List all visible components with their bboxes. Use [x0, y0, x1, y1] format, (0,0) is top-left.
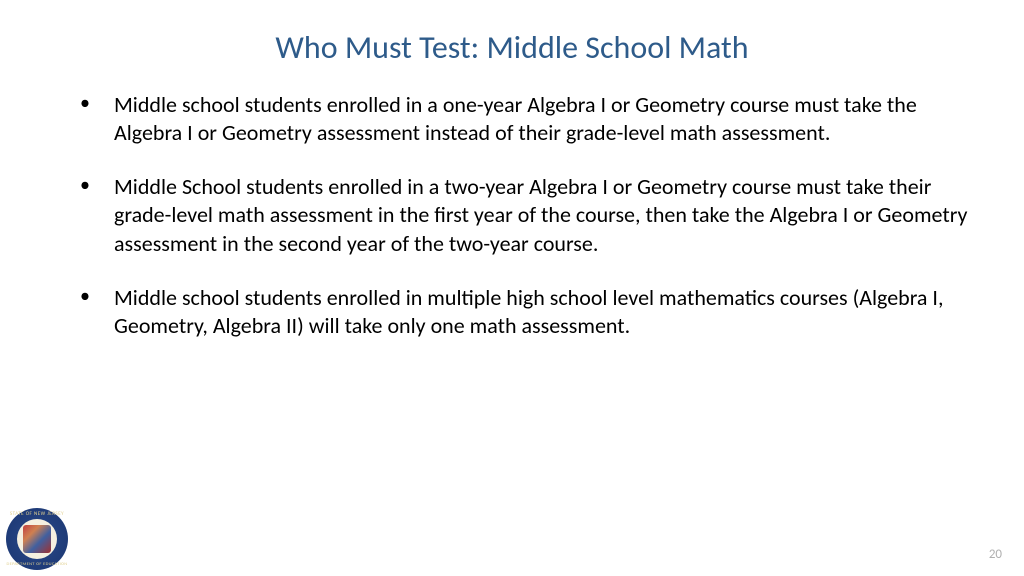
seal-crest-icon: [23, 525, 51, 553]
seal-bottom-label: DEPARTMENT OF EDUCATION: [6, 562, 68, 567]
list-item: Middle school students enrolled in a one…: [80, 91, 974, 147]
list-item: Middle school students enrolled in multi…: [80, 284, 974, 340]
state-seal-icon: STATE OF NEW JERSEY DEPARTMENT OF EDUCAT…: [6, 508, 68, 570]
slide-container: Who Must Test: Middle School Math Middle…: [0, 0, 1024, 576]
list-item: Middle School students enrolled in a two…: [80, 173, 974, 257]
slide-title: Who Must Test: Middle School Math: [50, 28, 974, 67]
seal-inner-circle: [17, 519, 57, 559]
seal-top-label: STATE OF NEW JERSEY: [6, 511, 68, 517]
page-number: 20: [989, 547, 1002, 562]
bullet-text: Middle school students enrolled in multi…: [114, 284, 974, 340]
seal-outer-ring: STATE OF NEW JERSEY DEPARTMENT OF EDUCAT…: [6, 508, 68, 570]
bullet-text: Middle school students enrolled in a one…: [114, 91, 974, 147]
bullet-text: Middle School students enrolled in a two…: [114, 173, 974, 257]
bullet-list: Middle school students enrolled in a one…: [50, 91, 974, 340]
